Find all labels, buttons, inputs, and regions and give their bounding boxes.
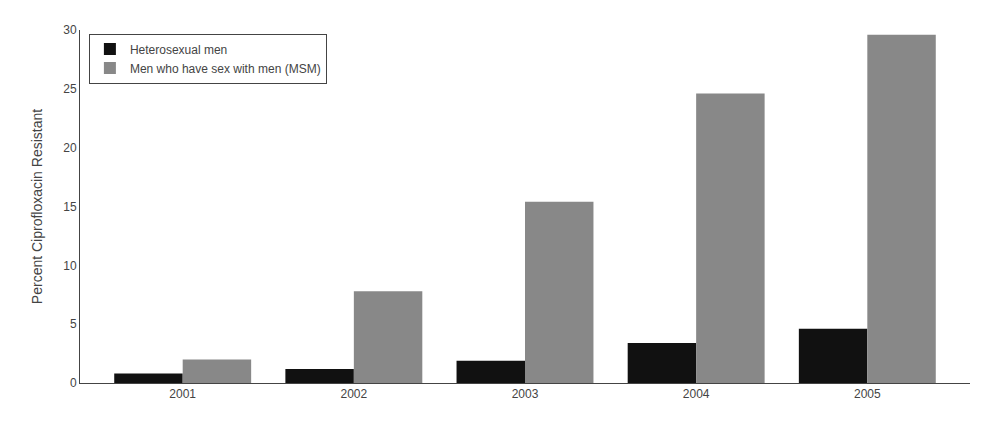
svg-text:2003: 2003 xyxy=(512,387,539,401)
svg-text:20: 20 xyxy=(63,141,77,155)
svg-text:2001: 2001 xyxy=(169,387,196,401)
svg-text:Percent Ciprofloxacin Resistan: Percent Ciprofloxacin Resistant xyxy=(29,109,45,304)
svg-text:2002: 2002 xyxy=(340,387,367,401)
svg-text:Men who have sex with men (MSM: Men who have sex with men (MSM) xyxy=(130,62,321,76)
svg-text:Heterosexual men: Heterosexual men xyxy=(130,43,227,57)
svg-text:0: 0 xyxy=(70,376,77,390)
svg-text:2005: 2005 xyxy=(854,387,881,401)
svg-text:30: 30 xyxy=(63,23,77,37)
svg-text:10: 10 xyxy=(63,259,77,273)
svg-text:15: 15 xyxy=(63,200,77,214)
svg-text:5: 5 xyxy=(70,317,77,331)
svg-text:25: 25 xyxy=(63,82,77,96)
svg-text:2004: 2004 xyxy=(683,387,710,401)
